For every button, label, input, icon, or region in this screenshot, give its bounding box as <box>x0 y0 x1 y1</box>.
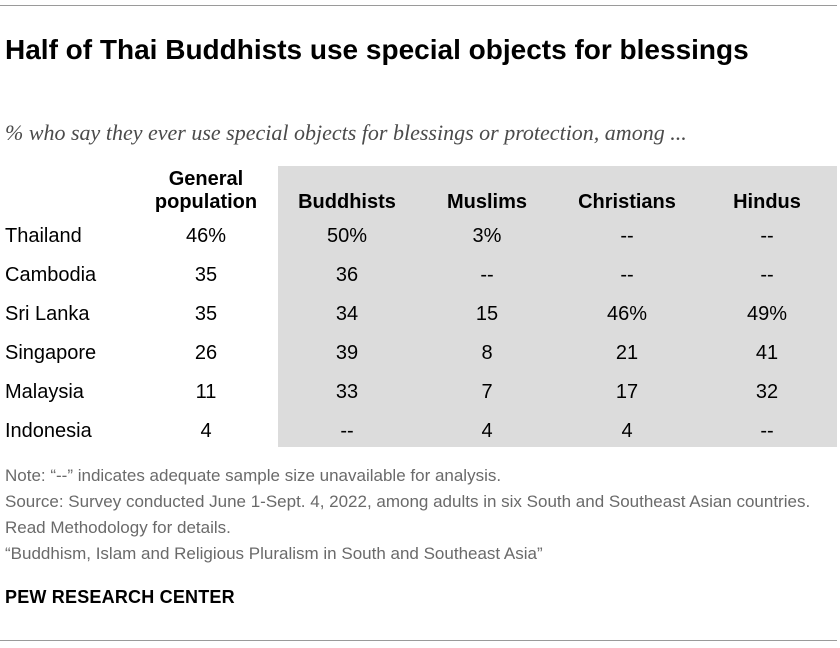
table-cell: 49% <box>746 303 788 325</box>
column-header-general-population: General population <box>154 168 258 213</box>
table-cell: -- <box>620 225 634 247</box>
row-label-cambodia: Cambodia <box>5 264 97 286</box>
column-header-buddhists: Buddhists <box>298 191 396 213</box>
bottom-rule <box>0 640 837 641</box>
table-cell: 34 <box>335 303 359 325</box>
table-cell: -- <box>340 420 354 442</box>
table-cell: 3% <box>472 225 502 247</box>
table-cell: -- <box>480 264 494 286</box>
row-label-singapore: Singapore <box>5 342 97 364</box>
table-cell: 26 <box>194 342 218 364</box>
table-cell: -- <box>760 264 774 286</box>
table-cell: 39 <box>335 342 359 364</box>
table-cell: 4 <box>481 420 493 442</box>
table-cell: 32 <box>755 381 779 403</box>
row-label-sri-lanka: Sri Lanka <box>5 303 90 325</box>
row-label-malaysia: Malaysia <box>5 381 84 403</box>
row-label-thailand: Thailand <box>5 225 82 247</box>
table-cell: 17 <box>615 381 639 403</box>
table-cell: 36 <box>335 264 359 286</box>
table-cell: -- <box>620 264 634 286</box>
column-header-hindus: Hindus <box>733 191 801 213</box>
brand-logo-text: PEW RESEARCH CENTER <box>5 587 235 607</box>
table-cell: 8 <box>481 342 493 364</box>
chart-subtitle: % who say they ever use special objects … <box>5 120 687 145</box>
table-cell: 4 <box>200 420 212 442</box>
row-label-indonesia: Indonesia <box>5 420 92 442</box>
table-cell: 4 <box>621 420 633 442</box>
table-cell: -- <box>760 225 774 247</box>
note-text: Note: “--” indicates adequate sample siz… <box>5 466 502 485</box>
top-rule <box>0 5 837 6</box>
column-header-muslims: Muslims <box>446 191 528 213</box>
table-cell: 41 <box>755 342 779 364</box>
table-cell: 11 <box>195 381 217 403</box>
notes-block: Note: “--” indicates adequate sample siz… <box>5 463 835 567</box>
table-cell: 46% <box>185 225 227 247</box>
table-cell: 33 <box>335 381 359 403</box>
table-cell: 15 <box>475 303 499 325</box>
table-cell: -- <box>760 420 774 442</box>
table-cell: 21 <box>615 342 639 364</box>
column-header-christians: Christians <box>578 191 676 213</box>
table-cell: 35 <box>194 264 218 286</box>
table-cell: 35 <box>194 303 218 325</box>
chart-title: Half of Thai Buddhists use special objec… <box>5 34 749 65</box>
table-cell: 50% <box>326 225 368 247</box>
report-title: “Buddhism, Islam and Religious Pluralism… <box>5 544 543 563</box>
table-cell: 46% <box>606 303 648 325</box>
table-cell: 7 <box>481 381 493 403</box>
source-text: Source: Survey conducted June 1-Sept. 4,… <box>5 492 811 537</box>
religious-groups-shading <box>278 166 837 447</box>
